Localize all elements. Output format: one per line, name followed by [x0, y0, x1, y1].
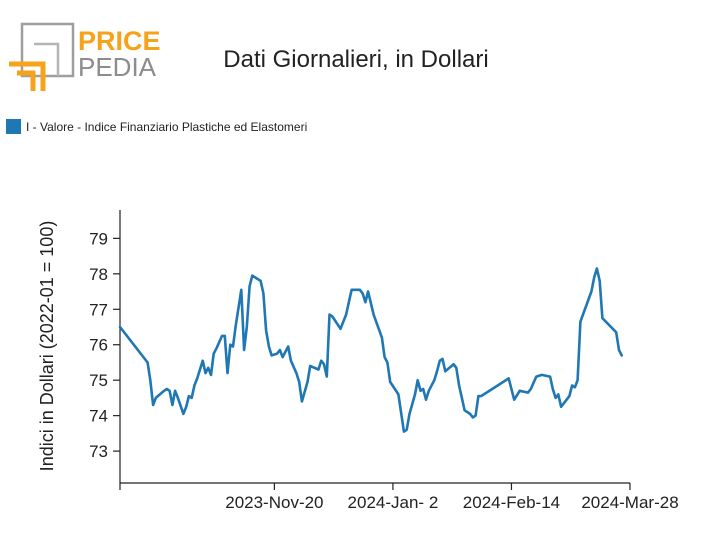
legend: I - Valore - Indice Finanziario Plastich… — [6, 119, 307, 134]
series-line — [118, 267, 623, 433]
chart-title: Dati Giornalieri, in Dollari — [223, 46, 488, 73]
legend-swatch — [6, 119, 21, 134]
y-tick-label: 76 — [89, 336, 108, 355]
plot-area — [118, 267, 623, 433]
y-axis: 73 74 75 76 77 78 79 Indici in Dollari (2022-0… — [37, 210, 121, 483]
logo-word-top: PRICE — [78, 26, 161, 56]
legend-label: I - Valore - Indice Finanziario Plastich… — [26, 120, 307, 134]
y-tick-label: 73 — [89, 442, 108, 461]
pricepedia-logo: PRICE PEDIA — [9, 22, 161, 91]
logo-orange-mark-inner — [17, 70, 36, 91]
x-tick-label: 2024-Mar-28 — [581, 493, 678, 512]
y-tick-label: 78 — [89, 265, 108, 284]
x-tick-label: 2023-Nov-20 — [225, 493, 323, 512]
y-tick-label: 77 — [89, 300, 108, 319]
x-tick-label: 2024-Jan- 2 — [348, 493, 439, 512]
logo-gray-frame — [20, 22, 75, 78]
x-ticks: 2023-Nov-20 2024-Jan- 2 2024-Feb-14 2024-Ma… — [119, 483, 679, 512]
y-axis-label: Indici in Dollari (2022-01 = 100) — [37, 221, 57, 472]
y-tick-label: 75 — [89, 371, 108, 390]
y-tick-label: 74 — [89, 407, 108, 426]
y-ticks: 73 74 75 76 77 78 79 — [89, 229, 120, 461]
logo-orange-mark-outer — [9, 61, 46, 91]
logo-word-bottom: PEDIA — [78, 52, 157, 82]
y-tick-label: 79 — [89, 229, 108, 248]
x-tick-label: 2024-Feb-14 — [463, 493, 560, 512]
x-axis: 2023-Nov-20 2024-Jan- 2 2024-Feb-14 2024-Ma… — [119, 482, 679, 512]
logo-gray-inner-mark — [34, 42, 60, 76]
